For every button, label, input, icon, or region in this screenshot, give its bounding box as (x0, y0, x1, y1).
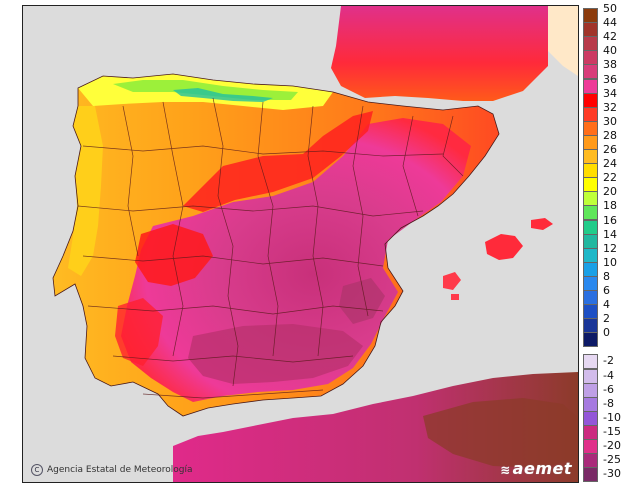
legend-swatch (583, 163, 598, 179)
legend-label: 36 (603, 72, 617, 86)
legend-swatch (583, 424, 598, 440)
legend-swatch (583, 78, 598, 94)
legend-swatch (583, 134, 598, 150)
copyright-icon: C (31, 464, 43, 476)
legend-label: 14 (603, 227, 617, 241)
legend-label: 26 (603, 143, 617, 156)
mallorca-island (485, 234, 523, 260)
legend-label: 16 (603, 213, 617, 227)
legend-swatch (583, 453, 598, 469)
legend-label: 20 (603, 185, 617, 199)
red-band-southwest (115, 298, 163, 366)
legend-label: 18 (603, 199, 617, 213)
legend-label: 32 (603, 100, 617, 114)
menorca-island (531, 218, 553, 230)
legend-swatch (583, 439, 598, 455)
legend-label: 8 (603, 269, 610, 283)
france-region (331, 6, 548, 101)
legend-swatch (583, 290, 598, 306)
legend-label: 34 (603, 86, 617, 100)
legend-label: -30 (603, 467, 621, 481)
legend-label: 44 (603, 16, 617, 30)
legend-swatch (583, 191, 598, 207)
legend-label: 38 (603, 58, 617, 72)
legend-swatch (583, 177, 598, 193)
legend-swatch (583, 410, 598, 426)
legend-label: 10 (603, 255, 617, 269)
legend-swatch (583, 92, 598, 108)
legend-label: 2 (603, 312, 610, 326)
legend-swatch (583, 8, 598, 24)
legend-swatch (583, 36, 598, 52)
legend-label: 50 (603, 2, 617, 15)
legend-swatch (583, 106, 598, 122)
legend-swatch (583, 247, 598, 263)
aemet-logo: ≋ aemet (500, 459, 572, 478)
province-borders (77, 97, 464, 399)
legend-swatch (583, 467, 598, 483)
legend-swatch (583, 22, 598, 38)
legend-label: 0 (603, 326, 610, 340)
legend-swatch (583, 368, 598, 384)
portugal-coast-cool (68, 106, 103, 276)
credit-text: C Agencia Estatal de Meteorología (31, 464, 193, 476)
legend-swatch (583, 149, 598, 165)
legend-label: 22 (603, 171, 617, 185)
legend-swatch (583, 304, 598, 320)
legend-label: 24 (603, 157, 617, 171)
murcia-hot-zone (339, 278, 385, 324)
legend-swatch (583, 332, 598, 348)
legend-label: -2 (603, 354, 614, 368)
legend-label: -6 (603, 382, 614, 396)
legend-swatch (583, 318, 598, 334)
legend-label: -20 (603, 439, 621, 452)
legend-label: 40 (603, 44, 617, 58)
legend-label: -25 (603, 453, 621, 467)
red-band-west (135, 224, 213, 286)
interior-hot-region (121, 118, 471, 402)
map-canvas (23, 6, 578, 482)
legend-swatch (583, 120, 598, 136)
aemet-logo-icon: ≋ (500, 463, 511, 477)
legend-swatch (583, 354, 598, 370)
legend-label: 4 (603, 298, 610, 312)
legend-swatch (583, 382, 598, 398)
formentera-island (451, 294, 459, 300)
atlas-hot-zone (423, 398, 578, 468)
legend-label: -15 (603, 424, 621, 438)
cantabrian-cool-spots (173, 88, 273, 102)
legend-label: 30 (603, 114, 617, 128)
coastline (52, 73, 500, 417)
legend-swatch (583, 205, 598, 221)
legend-label: -10 (603, 410, 621, 424)
legend-label: -8 (603, 396, 614, 410)
legend-label: 6 (603, 284, 610, 297)
legend-swatch (583, 396, 598, 412)
legend-label: 12 (603, 241, 617, 255)
red-band-north (183, 111, 373, 212)
temperature-legend: 50 44 42 40 38 36 34 32 30 28 26 24 22 20 18 16 14 12 10 8 6… (583, 3, 628, 494)
legend-swatch (583, 219, 598, 235)
aemet-logo-text: aemet (512, 459, 572, 478)
legend-label: -4 (603, 368, 614, 382)
legend-swatch (583, 64, 598, 80)
alps-region (548, 6, 578, 76)
legend-swatch (583, 275, 598, 291)
legend-swatch (583, 261, 598, 277)
legend-swatch (583, 233, 598, 249)
temperature-map: C Agencia Estatal de Meteorología ≋ aemet (22, 5, 579, 483)
guadalquivir-hot-zone (188, 324, 363, 384)
legend-swatch (583, 50, 598, 66)
ibiza-island (443, 272, 461, 290)
legend-label: 42 (603, 30, 617, 44)
credit-label: Agencia Estatal de Meteorología (47, 465, 193, 475)
legend-label: 28 (603, 128, 617, 142)
